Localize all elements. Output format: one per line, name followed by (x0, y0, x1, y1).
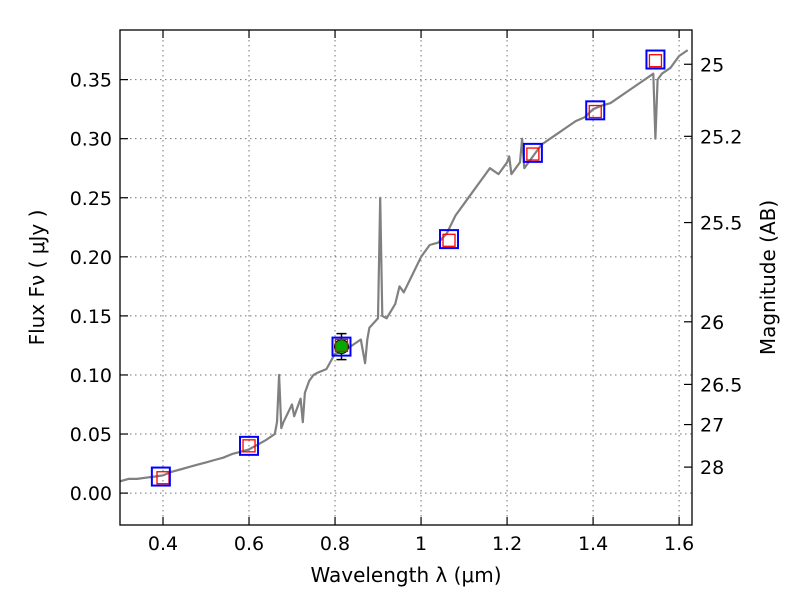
x-axis-title: Wavelength λ (μm) (310, 563, 501, 587)
band-photometry-point (439, 229, 460, 250)
spectrum-line (119, 49, 689, 483)
model-photometry-point (442, 233, 456, 247)
x-tick-label: 0.4 (148, 533, 178, 555)
spectrum-layer (119, 49, 689, 483)
band-photometry-point (522, 142, 543, 163)
x-tick-label: 0.6 (234, 533, 264, 555)
marker-layer (150, 49, 666, 487)
y-tick-label: 0.35 (70, 70, 112, 92)
y-tick-label: 0.05 (70, 424, 112, 446)
x-tick-label: 1.4 (578, 533, 608, 555)
model-photometry-point (648, 54, 663, 68)
y2-tick-label: 26 (700, 312, 724, 334)
band-photometry-point (331, 336, 352, 357)
y2-tick-label: 27 (700, 415, 724, 437)
y-tick-label: 0.00 (70, 483, 112, 505)
y-tick-label: 0.25 (70, 188, 112, 210)
model-photometry-point (526, 147, 540, 161)
x-tick-label: 1.2 (492, 533, 522, 555)
y2-tick-label: 28 (700, 457, 724, 479)
band-photometry-point (150, 466, 171, 487)
y2-tick-label: 25 (700, 54, 724, 76)
y2-tick-label: 25.2 (700, 126, 742, 148)
tick-layer: 0.4 0.6 0.8 1 1.2 1.4 1.6 0.00 0.05 0.10 0.15 0.20 0… (70, 30, 742, 555)
model-photometry-point (588, 104, 602, 119)
x-tick-label: 1.6 (664, 533, 694, 555)
y2-axis-title: Magnitude (AB) (756, 200, 780, 355)
band-photometry-point (585, 100, 606, 121)
model-photometry-point (334, 338, 349, 353)
y-axis-title: Flux Fν ( μJy ) (25, 210, 49, 346)
grid-layer (120, 30, 692, 525)
y-tick-label: 0.10 (70, 365, 112, 387)
x-tick-label: 0.8 (320, 533, 350, 555)
y2-tick-label: 25.5 (700, 213, 742, 235)
y2-tick-label: 26.5 (700, 374, 742, 396)
y-tick-label: 0.20 (70, 247, 112, 269)
band-photometry-point (239, 435, 260, 456)
band-photometry-point (645, 49, 666, 70)
model-photometry-point (242, 439, 256, 453)
y-tick-label: 0.15 (70, 306, 112, 328)
plot-frame (119, 29, 693, 526)
x-tick-label: 1 (415, 533, 427, 555)
y-tick-label: 0.30 (70, 129, 112, 151)
